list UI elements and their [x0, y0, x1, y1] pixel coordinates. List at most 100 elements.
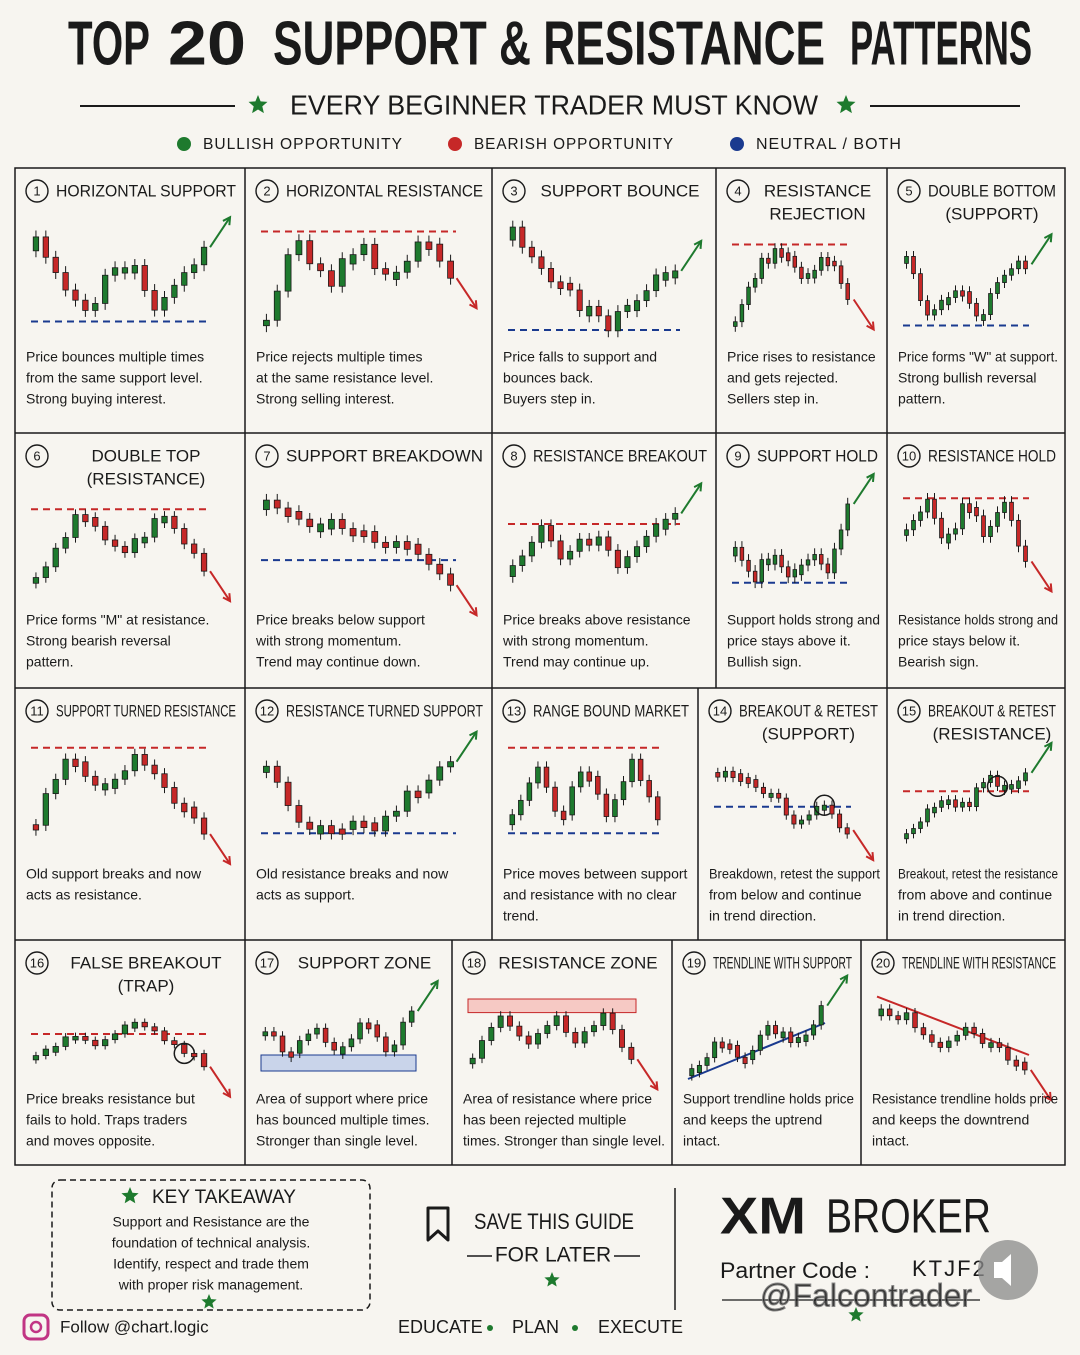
candle-body — [712, 1041, 718, 1059]
candle-body — [393, 271, 400, 280]
candle-body — [624, 556, 631, 569]
number-badge — [897, 699, 921, 723]
candle-body — [946, 799, 951, 806]
candle-body — [519, 226, 526, 248]
motto-dot — [572, 1325, 578, 1331]
candle-body — [357, 1022, 363, 1040]
candle-body — [306, 518, 314, 528]
candle-body — [403, 260, 411, 273]
pattern-description: with strong momentum. — [502, 633, 649, 649]
candle-body — [637, 758, 644, 781]
candle-body — [646, 780, 652, 798]
pattern-title: RESISTANCE TURNED SUPPORT — [286, 701, 483, 720]
candle-body — [317, 523, 324, 533]
pattern-title: FALSE BREAKOUT — [70, 953, 221, 972]
trend-arrow — [209, 216, 231, 248]
pattern-description: and gets rejected. — [727, 370, 838, 386]
pattern-description: Price breaks below support — [256, 612, 425, 628]
trend-arrow — [680, 240, 703, 272]
pattern-title: BREAKOUT & RETEST — [928, 701, 1056, 720]
pattern-description: from below and continue — [709, 887, 862, 903]
candle-body — [509, 814, 516, 826]
candle-body — [792, 255, 798, 268]
candle-body — [72, 289, 79, 301]
candle-body — [791, 814, 797, 825]
pattern-description: in trend direction. — [709, 908, 816, 924]
trend-arrow — [416, 980, 439, 1012]
arrow-head — [693, 239, 703, 249]
candle-body — [161, 515, 168, 524]
candle-body — [52, 256, 59, 273]
number-badge — [255, 179, 279, 203]
candle-body — [662, 518, 669, 530]
candle-body — [689, 1068, 695, 1077]
candle-body — [819, 554, 824, 565]
pattern-description: Resistance holds strong and — [898, 612, 1058, 628]
candle-body — [946, 297, 951, 306]
pattern-number: 10 — [902, 448, 916, 463]
trend-arrow — [455, 731, 478, 763]
candle-body — [52, 547, 59, 568]
candle-body — [911, 256, 916, 275]
pattern-title: (RESISTANCE) — [87, 469, 206, 488]
candle-body — [696, 1064, 702, 1074]
arrow-head — [222, 593, 232, 603]
candle-body — [845, 283, 850, 300]
candle-body — [577, 771, 584, 788]
number-badge — [255, 699, 279, 723]
candle-body — [920, 1027, 927, 1036]
candle-body — [704, 1057, 710, 1066]
candle-body — [328, 270, 335, 287]
candle-body — [768, 792, 774, 798]
candle-body — [131, 538, 138, 554]
pattern-description: Area of resistance where price — [463, 1091, 652, 1107]
candle-body — [954, 1034, 960, 1042]
candle-body — [730, 770, 736, 778]
candle-body — [1023, 545, 1028, 562]
candle-body — [572, 1031, 579, 1044]
candle-body — [191, 806, 198, 819]
trend-arrow — [455, 584, 478, 616]
candle-body — [543, 766, 550, 788]
candle-body — [181, 272, 188, 286]
candle-body — [535, 766, 541, 784]
star-icon — [544, 1272, 560, 1287]
candle-body — [141, 754, 148, 766]
candle-body — [925, 808, 930, 823]
candle-body — [586, 305, 593, 317]
candle-body — [519, 555, 526, 566]
candle-body — [937, 1041, 944, 1048]
candle-body — [772, 248, 778, 264]
trend-arrow — [826, 975, 849, 1007]
candle-body — [273, 499, 281, 509]
candle-body — [1016, 260, 1021, 270]
pattern-number: 11 — [30, 703, 44, 718]
candle-body — [739, 304, 745, 323]
candle-body — [191, 1052, 198, 1058]
candle-body — [1009, 784, 1014, 790]
candle-body — [151, 290, 158, 311]
candle-body — [161, 296, 168, 311]
candle-body — [576, 289, 583, 311]
candle-body — [62, 758, 69, 780]
candle-body — [360, 243, 368, 256]
pattern-description: Strong buying interest. — [26, 391, 166, 407]
candle-body — [131, 265, 138, 274]
candle-body — [581, 1031, 588, 1044]
title-part: PATTERNS — [850, 9, 1032, 78]
candle-body — [832, 260, 837, 267]
candle-body — [792, 569, 798, 578]
pattern-description: Price breaks above resistance — [503, 612, 691, 628]
candle-body — [360, 820, 368, 828]
pattern-number: 5 — [905, 183, 912, 198]
pattern-title: (SUPPORT) — [945, 204, 1038, 223]
candle-body — [750, 1049, 756, 1061]
candle-body — [974, 787, 979, 807]
candle-body — [995, 774, 1000, 787]
pattern-description: Price rejects multiple times — [256, 349, 423, 365]
candle-body — [803, 1034, 809, 1042]
pattern-description: intact. — [872, 1133, 909, 1149]
pattern-title: HORIZONTAL RESISTANCE — [286, 181, 483, 200]
candle-body — [371, 822, 379, 832]
candle-body — [538, 525, 545, 543]
